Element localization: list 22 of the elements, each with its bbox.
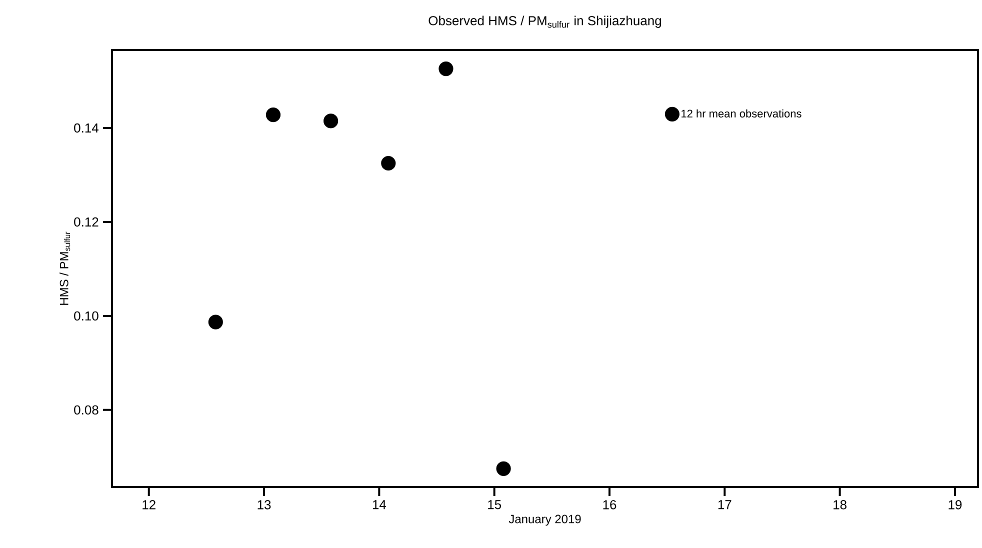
x-axis-title: January 2019 [508,514,581,526]
point [381,156,396,171]
y-tick-label: 0.08 [74,405,98,415]
x-tick-label: 17 [718,500,732,510]
x-tick-label: 15 [488,500,502,510]
point [208,314,223,330]
x-tick-label: 14 [372,500,386,510]
point [438,62,454,76]
x-tick-label: 19 [948,500,962,510]
x-tick-label: 12 [142,500,156,510]
x-tick-label: 16 [603,500,616,510]
point [324,114,338,128]
chart-title: Observed HMS / PM$_{sulfur}$ in Shijiazhuang [428,16,662,28]
point [496,461,511,476]
y-tick-label: 0.12 [74,217,98,227]
legend-label: 12 hr mean observations [682,109,802,118]
point [266,108,281,122]
y-axis-title: HMS / PM$_{sulfur}$ [60,232,70,305]
y-tick-label: 0.14 [74,123,98,133]
y-tick-label: 0.10 [74,311,98,321]
x-tick-label: 18 [834,500,846,510]
x-tick-label: 13 [258,500,271,510]
